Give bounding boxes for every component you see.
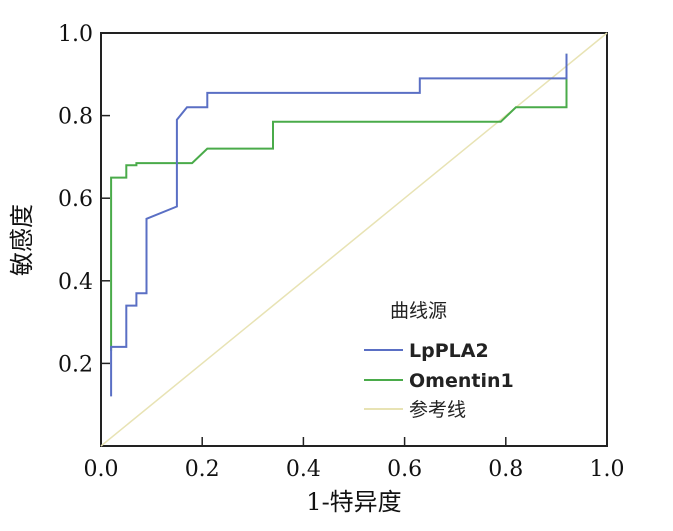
y-tick-label: 0.8 xyxy=(58,105,93,130)
legend-label-omentin1: Omentin1 xyxy=(409,370,514,392)
legend-title: 曲线源 xyxy=(390,300,447,322)
x-tick-label: 0.8 xyxy=(488,457,523,482)
series-layer xyxy=(100,32,608,447)
y-tick-label: 1.0 xyxy=(58,22,93,47)
ticks-layer: 0.0 0.2 0.4 0.6 0.8 1.0 0.2 0.4 0.6 0.8 1.0 xyxy=(58,22,625,482)
y-tick-label: 0.4 xyxy=(58,270,93,295)
y-tick-label: 0.6 xyxy=(58,187,93,212)
x-tick-label: 1.0 xyxy=(590,457,625,482)
x-tick-label: 0.0 xyxy=(84,457,119,482)
x-tick-label: 0.4 xyxy=(286,457,321,482)
x-axis-title: 1-特异度 xyxy=(306,488,401,516)
x-tick-label: 0.6 xyxy=(387,457,422,482)
legend-label-lppla2: LpPLA2 xyxy=(409,340,489,362)
series-line-lppla2 xyxy=(110,53,568,397)
series-line-omentin1 xyxy=(110,53,568,351)
x-tick-label: 0.2 xyxy=(185,457,220,482)
legend-label-reference: 参考线 xyxy=(409,399,466,421)
y-tick-label: 0.2 xyxy=(58,352,93,377)
series-line-reference xyxy=(100,32,608,447)
legend: 曲线源 LpPLA2 Omentin1 参考线 xyxy=(364,300,514,421)
y-axis-title: 敏感度 xyxy=(8,204,36,276)
